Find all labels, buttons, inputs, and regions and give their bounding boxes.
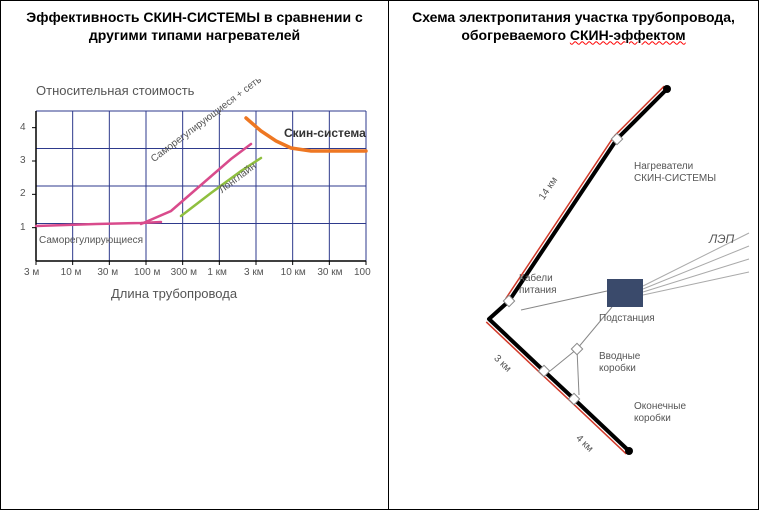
x-tick: 30 км: [317, 267, 342, 278]
y-tick: 2: [20, 188, 26, 199]
y-tick: 3: [20, 155, 26, 166]
y-tick: 4: [20, 122, 26, 133]
left-panel: Эффективность СКИН-СИСТЕМЫ в сравнении с…: [0, 0, 389, 510]
series-label: Скин-система: [284, 126, 366, 140]
x-tick: 300 м: [171, 267, 197, 278]
x-tick: 1 км: [207, 267, 227, 278]
diagram-label-inlet: Вводныекоробки: [599, 351, 640, 374]
diagram-svg: [389, 1, 759, 471]
x-tick: 100 м: [134, 267, 160, 278]
diagram-label-substation: Подстанция: [599, 313, 655, 325]
x-tick: 3 км: [244, 267, 264, 278]
diagram-label-heaters: НагревателиСКИН-СИСТЕМЫ: [634, 161, 716, 184]
x-tick: 10 км: [281, 267, 306, 278]
x-tick: 30 м: [97, 267, 118, 278]
x-tick: 3 м: [24, 267, 39, 278]
diagram-label-cables: Кабелипитания: [519, 273, 557, 296]
root: Эффективность СКИН-СИСТЕМЫ в сравнении с…: [0, 0, 759, 510]
right-panel: Схема электропитания участка трубопровод…: [389, 0, 759, 510]
x-tick: 10 м: [61, 267, 82, 278]
series-label: Саморегулирующиеся: [39, 235, 143, 246]
x-tick: 100: [354, 267, 371, 278]
y-tick: 1: [20, 222, 26, 233]
diagram-label-terminal: Оконечныекоробки: [634, 401, 686, 424]
diagram-label-lep: ЛЭП: [709, 233, 734, 247]
x-axis-label: Длина трубопровода: [111, 286, 237, 301]
